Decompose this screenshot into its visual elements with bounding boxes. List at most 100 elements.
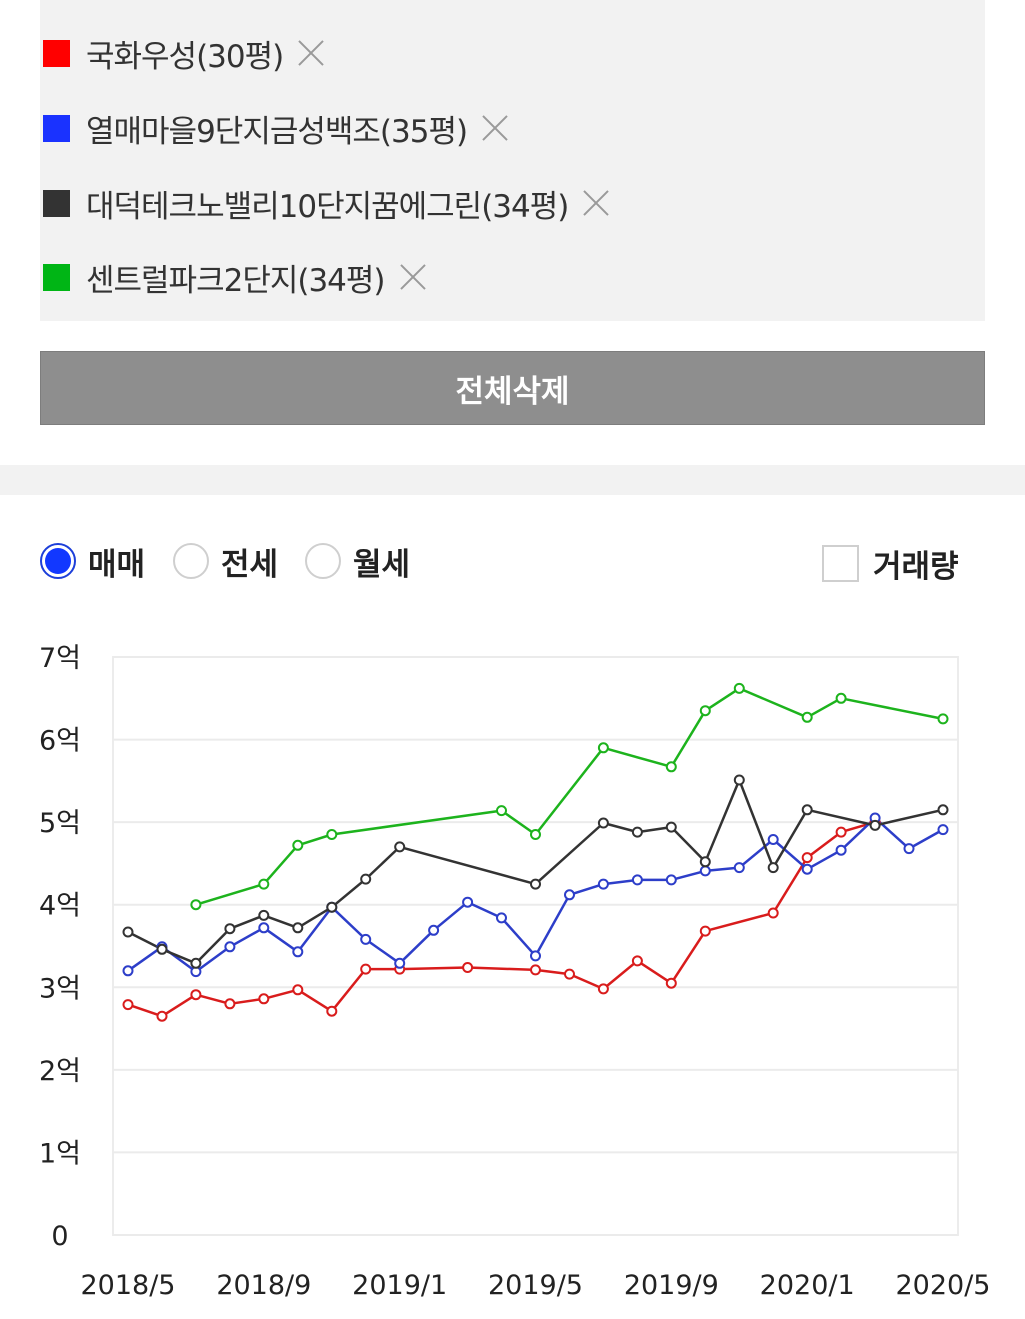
data-point: [767, 862, 779, 874]
price-trend-chart: 0 1억 2억 3억 4억 5억 6억 7억 2018/5 2018/9 2019/1 2019/5 2…: [39, 643, 991, 1301]
compare-item: 대덕테크노밸리10단지꿈에그린(34평): [43, 178, 612, 228]
data-point: [258, 993, 270, 1005]
data-point: [597, 983, 609, 995]
data-point: [631, 874, 643, 886]
compare-item-label: 열매마을9단지금성백조(35평): [86, 113, 468, 150]
data-point: [156, 943, 168, 955]
data-point: [665, 821, 677, 833]
data-point: [564, 889, 575, 901]
radio-checked-icon: [40, 543, 76, 579]
data-point: [699, 705, 711, 717]
data-point: [394, 841, 406, 853]
radio-unchecked-icon: [305, 543, 341, 579]
radio-jeonse[interactable]: 전세: [173, 541, 279, 583]
data-point: [801, 852, 813, 864]
series-color-swatch: [43, 263, 70, 291]
data-point: [360, 873, 372, 885]
compare-item-label: 국화우성(30평): [86, 38, 284, 75]
data-point: [903, 843, 915, 855]
x-tick-label: 2018/5: [81, 1270, 176, 1301]
data-point: [597, 742, 609, 754]
x-tick-label: 2019/9: [624, 1270, 719, 1301]
radio-unchecked-icon: [173, 543, 209, 579]
delete-all-button[interactable]: 전체삭제: [40, 351, 985, 425]
data-point: [869, 819, 881, 831]
data-point: [699, 856, 711, 868]
data-point: [767, 834, 779, 845]
data-point: [292, 839, 304, 851]
data-point: [530, 950, 541, 962]
compare-item: 국화우성(30평): [43, 28, 327, 78]
compare-item: 열매마을9단지금성백조(35평): [43, 103, 511, 153]
data-point: [292, 984, 304, 996]
compare-item-label: 센트럴파크2단지(34평): [86, 262, 386, 299]
y-tick-label: 4억: [39, 891, 81, 922]
series-line: [127, 820, 876, 1018]
data-point: [597, 817, 609, 829]
data-point: [258, 909, 270, 921]
data-point: [597, 878, 609, 890]
volume-checkbox[interactable]: 거래량: [822, 542, 959, 585]
data-point: [564, 968, 575, 980]
data-point: [360, 933, 372, 945]
data-point: [326, 829, 338, 840]
data-point: [224, 998, 236, 1010]
y-tick-label: 5억: [39, 808, 81, 839]
x-tick-label: 2020/5: [896, 1270, 991, 1301]
data-point: [360, 963, 372, 975]
data-point: [530, 829, 541, 840]
radio-label: 월세: [353, 546, 411, 583]
data-point: [156, 1010, 168, 1022]
data-point: [292, 922, 304, 934]
data-point: [631, 826, 643, 838]
data-point: [496, 912, 507, 924]
series-color-swatch: [43, 189, 70, 217]
y-tick-label: 3억: [39, 973, 81, 1004]
remove-icon[interactable]: [580, 187, 612, 219]
data-point: [462, 962, 474, 973]
series-color-swatch: [43, 39, 70, 67]
y-tick-label: 2억: [39, 1056, 81, 1087]
volume-label: 거래량: [873, 548, 959, 585]
y-tick-label: 1억: [39, 1138, 81, 1169]
data-point: [122, 926, 134, 938]
compare-list-panel: [40, 0, 985, 321]
data-point: [699, 925, 711, 937]
data-point: [292, 946, 304, 958]
data-point: [224, 941, 236, 953]
checkbox-icon: [822, 544, 859, 582]
data-point: [394, 957, 406, 969]
data-point: [326, 901, 338, 913]
data-point: [190, 899, 202, 911]
compare-item-label: 대덕테크노밸리10단지꿈에그린(34평): [86, 188, 569, 225]
data-point: [462, 896, 474, 908]
radio-sale[interactable]: 매매: [40, 541, 145, 583]
data-point: [496, 805, 507, 817]
data-point: [801, 711, 813, 723]
data-point: [937, 804, 949, 816]
y-tick-label: 7억: [39, 643, 81, 674]
radio-monthly-rent[interactable]: 월세: [305, 541, 411, 583]
y-tick-label: 0: [51, 1221, 68, 1252]
data-point: [665, 977, 677, 989]
data-point: [190, 957, 202, 969]
data-point: [190, 989, 202, 1001]
radio-label: 전세: [221, 546, 279, 583]
data-point: [801, 804, 813, 816]
data-point: [326, 1005, 338, 1017]
plot-area: [112, 656, 959, 1236]
data-point: [428, 924, 440, 936]
data-point: [937, 824, 949, 836]
x-tick-label: 2019/5: [488, 1270, 583, 1301]
section-divider: [0, 465, 1025, 495]
series-color-swatch: [43, 114, 70, 142]
remove-icon[interactable]: [479, 112, 511, 144]
data-point: [733, 682, 745, 694]
remove-icon[interactable]: [397, 261, 429, 293]
x-tick-label: 2020/1: [760, 1270, 855, 1301]
x-tick-label: 2019/1: [352, 1270, 447, 1301]
data-point: [258, 878, 270, 890]
data-point: [665, 761, 677, 773]
data-point: [122, 999, 134, 1011]
remove-icon[interactable]: [295, 37, 327, 69]
